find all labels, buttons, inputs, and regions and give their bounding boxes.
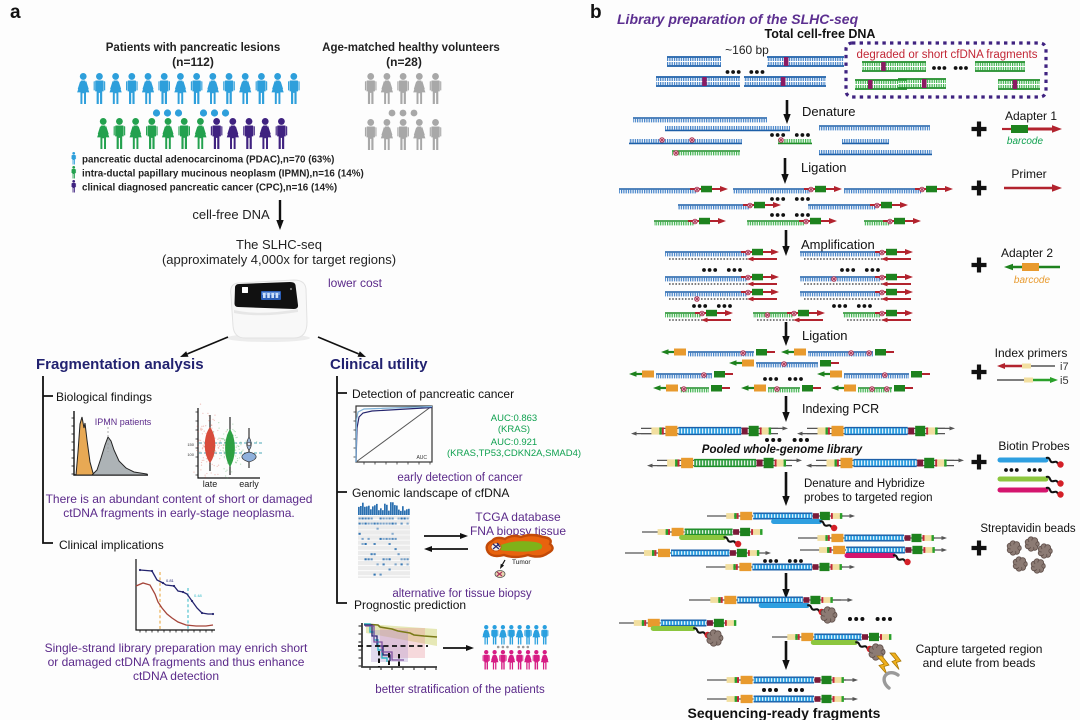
- svg-text:and elute from beads: and elute from beads: [923, 656, 1036, 670]
- svg-text:Adapter 2: Adapter 2: [1001, 246, 1053, 260]
- svg-text:Fragmentation analysis: Fragmentation analysis: [36, 356, 204, 373]
- svg-text:Clinical utility: Clinical utility: [330, 356, 428, 373]
- svg-text:Primer: Primer: [1011, 167, 1046, 181]
- svg-text:lower cost: lower cost: [328, 276, 383, 290]
- svg-text:cell-free DNA: cell-free DNA: [192, 207, 270, 222]
- svg-text:Prognostic prediction: Prognostic prediction: [354, 598, 466, 612]
- svg-text:degraded or short cfDNA fragme: degraded or short cfDNA fragments: [857, 49, 1038, 61]
- svg-text:Sequencing-ready fragments: Sequencing-ready fragments: [688, 705, 881, 720]
- svg-text:(KRAS,TP53,CDKN2A,SMAD4): (KRAS,TP53,CDKN2A,SMAD4): [447, 448, 581, 459]
- svg-text:barcode: barcode: [1007, 136, 1044, 147]
- svg-text:TCGA database: TCGA database: [475, 510, 561, 524]
- svg-text:probes to targeted region: probes to targeted region: [804, 492, 933, 504]
- svg-text:intra-ductal papillary mucinou: intra-ductal papillary mucinous neoplasm…: [82, 169, 364, 180]
- svg-text:Denature: Denature: [802, 104, 855, 119]
- svg-text:i7: i7: [1060, 361, 1069, 373]
- svg-text:clinical diagnosed pancreatic: clinical diagnosed pancreatic cancer (CP…: [82, 183, 337, 194]
- svg-text:Detection of pancreatic cancer: Detection of pancreatic cancer: [352, 387, 514, 401]
- svg-text:Tumor: Tumor: [512, 559, 531, 566]
- svg-text:Capture targeted region: Capture targeted region: [916, 642, 1043, 656]
- svg-text:ctDNA fragments in early-stage: ctDNA fragments in early-stage neoplasma…: [63, 506, 294, 520]
- svg-text:Clinical implications: Clinical implications: [59, 538, 164, 552]
- svg-text:Ligation: Ligation: [801, 160, 847, 175]
- svg-text:early: early: [239, 479, 259, 489]
- svg-text:The SLHC-seq: The SLHC-seq: [236, 237, 322, 252]
- svg-text:~160 bp: ~160 bp: [725, 43, 769, 57]
- svg-text:alternative for tissue biopsy: alternative for tissue biopsy: [392, 588, 532, 600]
- svg-text:barcode: barcode: [1014, 275, 1051, 286]
- svg-text:Denature and Hybridize: Denature and Hybridize: [804, 478, 925, 490]
- svg-text:There is an abundant content o: There is an abundant content of short or…: [46, 492, 313, 506]
- svg-text:Streptavidin beads: Streptavidin beads: [980, 523, 1076, 535]
- svg-text:Library preparation of the SLH: Library preparation of the SLHC-seq: [617, 11, 859, 27]
- svg-text:Indexing PCR: Indexing PCR: [802, 402, 879, 416]
- svg-text:(approximately 4,000x for targ: (approximately 4,000x for target regions…: [162, 252, 396, 267]
- svg-text:ctDNA detection: ctDNA detection: [133, 669, 219, 683]
- svg-text:FNA biopsy tissue: FNA biopsy tissue: [470, 524, 566, 538]
- svg-text:pancreatic ductal adenocarcino: pancreatic ductal adenocarcinoma (PDAC),…: [82, 155, 334, 166]
- svg-text:i5: i5: [1060, 375, 1069, 387]
- svg-text:a: a: [10, 2, 21, 23]
- svg-text:Index primers: Index primers: [995, 346, 1068, 360]
- svg-text:Biotin Probes: Biotin Probes: [998, 439, 1069, 453]
- svg-text:Biological findings: Biological findings: [56, 390, 152, 404]
- svg-text:0.81: 0.81: [166, 578, 175, 583]
- svg-text:Ligation: Ligation: [802, 328, 848, 343]
- svg-text:(KRAS): (KRAS): [498, 424, 530, 435]
- svg-text:100: 100: [187, 452, 194, 457]
- svg-text:b: b: [590, 2, 602, 23]
- svg-text:AUC: AUC: [416, 455, 427, 461]
- svg-text:Amplification: Amplification: [801, 237, 875, 252]
- svg-text:150: 150: [187, 442, 194, 447]
- svg-text:early detection of cancer: early detection of cancer: [397, 472, 522, 484]
- svg-text:(n=112): (n=112): [172, 55, 214, 69]
- svg-text:late: late: [203, 479, 218, 489]
- svg-text:AUC:0.921: AUC:0.921: [491, 437, 537, 448]
- svg-text:Patients with pancreatic lesio: Patients with pancreatic lesions: [106, 42, 280, 54]
- svg-text:Genomic landscape of cfDNA: Genomic landscape of cfDNA: [352, 486, 509, 500]
- svg-text:0.48: 0.48: [194, 593, 203, 598]
- svg-text:or damaged ctDNA fragments and: or damaged ctDNA fragments and thus enha…: [48, 655, 305, 669]
- svg-text:Age-matched healthy volunteers: Age-matched healthy volunteers: [322, 42, 500, 54]
- svg-text:better stratification of the p: better stratification of the patients: [375, 684, 545, 696]
- svg-text:(n=28): (n=28): [386, 55, 422, 69]
- svg-text:Pooled whole-genome library: Pooled whole-genome library: [702, 444, 863, 456]
- svg-text:Adapter 1: Adapter 1: [1005, 109, 1057, 123]
- svg-text:IPMN patients: IPMN patients: [95, 417, 152, 427]
- svg-text:Single-strand library preparat: Single-strand library preparation may en…: [45, 641, 308, 655]
- svg-text:AUC:0.863: AUC:0.863: [491, 413, 537, 424]
- svg-text:Total cell-free DNA: Total cell-free DNA: [765, 27, 876, 41]
